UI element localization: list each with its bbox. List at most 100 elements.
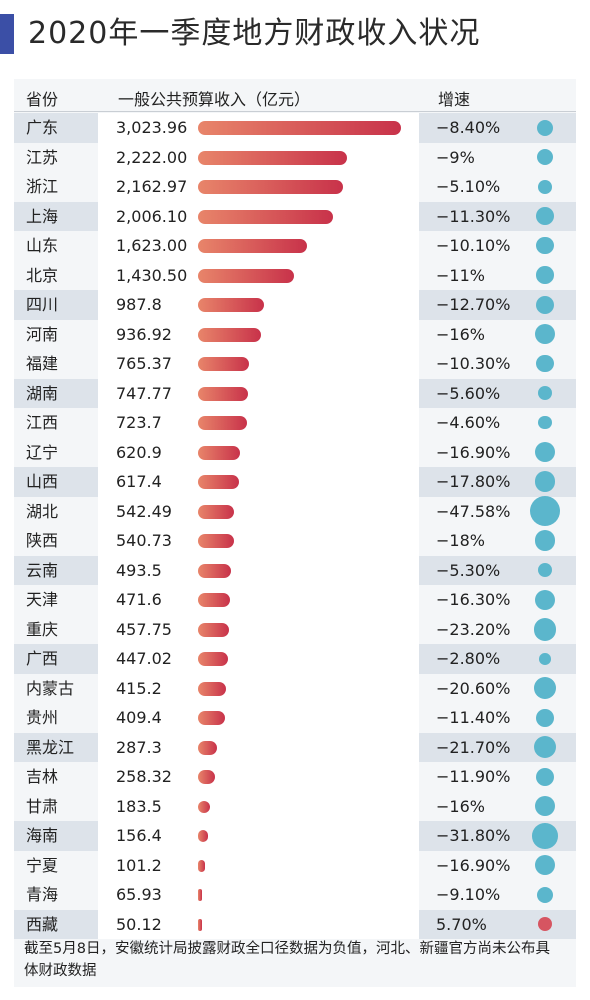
budget-cell: 723.7: [98, 408, 419, 438]
growth-negative-dot: [536, 355, 554, 373]
province-label: 辽宁: [26, 442, 59, 462]
budget-bar: [198, 770, 216, 784]
table-row: 湖北 542.49 −47.58%: [14, 496, 576, 527]
growth-label: −2.80%: [436, 649, 501, 668]
footnote: 截至5月8日，安徽统计局披露财政全口径数据为负值，河北、新疆官方尚未公布具体财政…: [24, 941, 550, 979]
header-growth: 增速: [438, 90, 471, 109]
budget-value-label: 415.2: [116, 678, 162, 698]
budget-cell: 156.4: [98, 821, 419, 851]
growth-label: −9%: [436, 147, 475, 167]
budget-cell: 542.49: [98, 496, 419, 526]
growth-negative-dot: [535, 767, 554, 786]
budget-bar: [198, 121, 401, 135]
budget-value-label: 258.32: [116, 767, 172, 786]
table-row: 广东 3,023.96 −8.40%: [14, 113, 576, 143]
growth-label: −5.30%: [436, 560, 501, 580]
table-row: 吉林 258.32 −11.90%: [14, 762, 576, 792]
table-row: 黑龙江 287.3 −21.70%: [14, 732, 576, 762]
growth-negative-dot: [533, 617, 557, 641]
growth-label: −47.58%: [436, 501, 511, 521]
header-province: 省份: [26, 90, 59, 109]
budget-value-label: 3,023.96: [116, 118, 188, 137]
growth-negative-dot: [536, 207, 554, 226]
growth-label: −16%: [436, 324, 485, 344]
page-title: 2020年一季度地方财政收入状况: [28, 16, 481, 51]
budget-bar: [198, 298, 265, 312]
budget-cell: 987.8: [98, 290, 419, 320]
budget-cell: 101.2: [98, 850, 419, 880]
growth-negative-dot: [534, 530, 556, 552]
table-row: 重庆 457.75 −23.20%: [14, 614, 576, 644]
budget-bar: [198, 859, 205, 872]
growth-negative-dot: [535, 796, 555, 817]
province-label: 西藏: [26, 914, 59, 934]
budget-bar: [198, 711, 226, 725]
budget-value-label: 936.92: [116, 324, 172, 344]
budget-cell: 50.12: [98, 909, 419, 939]
budget-cell: 620.9: [98, 437, 419, 467]
table-row: 云南 493.5 −5.30%: [14, 555, 576, 585]
growth-label: −16.30%: [436, 590, 511, 609]
growth-negative-dot: [537, 386, 553, 401]
growth-negative-dot: [536, 886, 554, 903]
budget-cell: 2,006.10: [98, 201, 419, 231]
table-row: 湖南 747.77 −5.60%: [14, 378, 576, 408]
budget-cell: 493.5: [98, 555, 419, 585]
province-label: 内蒙古: [26, 678, 75, 698]
table-row: 河南 936.92 −16%: [14, 319, 576, 349]
budget-value-label: 542.49: [116, 501, 172, 521]
budget-value-label: 156.4: [116, 826, 162, 845]
province-label: 黑龙江: [26, 737, 75, 757]
budget-bar: [198, 889, 203, 901]
budget-cell: 2,162.97: [98, 172, 419, 202]
budget-bar: [198, 150, 348, 165]
budget-bar: [198, 681, 226, 696]
growth-negative-dot: [534, 471, 556, 493]
province-label: 湖北: [26, 501, 59, 521]
growth-label: −10.30%: [436, 354, 511, 373]
province-label: 陕西: [26, 531, 59, 550]
growth-negative-dot: [534, 442, 556, 463]
table-row: 陕西 540.73 −18%: [14, 526, 576, 556]
province-label: 天津: [26, 590, 59, 609]
budget-value-label: 617.4: [116, 472, 162, 491]
budget-bar: [198, 622, 229, 637]
budget-cell: 409.4: [98, 703, 419, 733]
header-divider: [14, 111, 576, 112]
table-row: 福建 765.37 −10.30%: [14, 349, 576, 379]
growth-label: −12.70%: [436, 295, 511, 314]
title-accent-bar: [0, 14, 14, 54]
budget-value-label: 2,006.10: [116, 206, 188, 226]
budget-value-label: 723.7: [116, 413, 162, 432]
table-row: 天津 471.6 −16.30%: [14, 585, 576, 615]
budget-bar: [198, 180, 344, 194]
province-label: 吉林: [26, 767, 59, 786]
budget-bar: [198, 209, 333, 224]
budget-value-label: 2,222.00: [116, 147, 188, 167]
province-label: 上海: [26, 206, 59, 226]
table-rows: 广东 3,023.96 −8.40% 江苏 2,222.00 −9% 浙江 2,162.97 −…: [14, 113, 576, 939]
budget-bar: [198, 593, 230, 607]
growth-negative-dot: [538, 416, 552, 430]
province-label: 湖南: [26, 383, 59, 403]
growth-negative-dot: [532, 822, 558, 849]
budget-value-label: 987.8: [116, 295, 162, 314]
budget-bar: [198, 830, 209, 842]
table-row: 山西 617.4 −17.80%: [14, 467, 576, 497]
province-label: 广西: [26, 649, 59, 668]
growth-label: −16%: [436, 796, 485, 816]
budget-value-label: 65.93: [116, 885, 162, 904]
budget-bar: [198, 504, 235, 519]
province-label: 云南: [26, 560, 59, 580]
budget-value-label: 620.9: [116, 442, 162, 462]
growth-label: −8.40%: [436, 118, 501, 137]
table-row: 辽宁 620.9 −16.90%: [14, 437, 576, 467]
budget-value-label: 1,430.50: [116, 265, 188, 285]
budget-value-label: 493.5: [116, 560, 162, 580]
table-row: 上海 2,006.10 −11.30%: [14, 201, 576, 231]
budget-bar: [198, 534, 235, 548]
budget-cell: 936.92: [98, 319, 419, 349]
budget-bar: [198, 918, 202, 931]
growth-label: −18%: [436, 531, 485, 550]
budget-value-label: 540.73: [116, 531, 172, 550]
